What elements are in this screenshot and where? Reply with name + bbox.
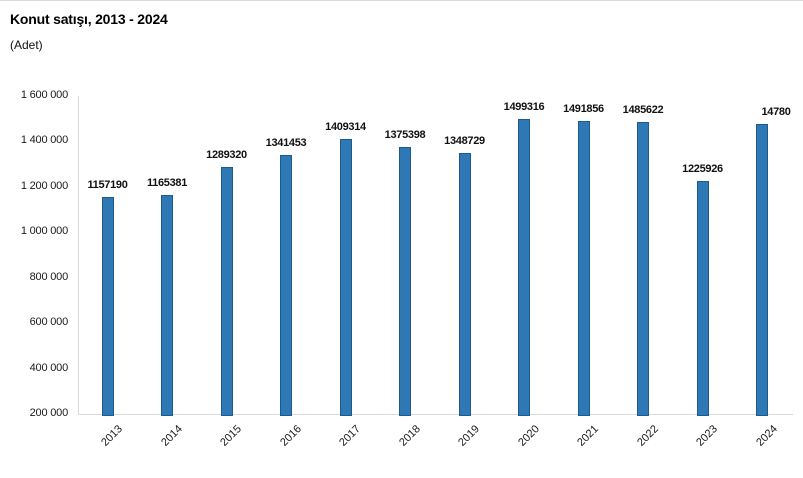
bar-value-label: 1409314 [325,121,366,134]
y-tick-label: 1 000 000 [20,225,68,238]
x-tick-label: 2023 [694,423,720,449]
bar-value-label: 1348729 [444,135,485,148]
bar-2024 [756,123,768,416]
bar-value-label: 1499316 [503,100,545,113]
y-tick-label: 1 600 000 [20,89,68,101]
x-tick-label: 2021 [575,423,601,449]
y-tick-label: 400 000 [29,361,69,374]
x-tick-label: 2019 [456,423,482,449]
bar-2023 [696,181,709,416]
bar-2015 [220,166,233,416]
y-tick-label: 800 000 [29,270,69,283]
x-tick-label: 2024 [753,423,780,449]
x-axis-line [78,414,793,415]
bar-value-label: 14780 [761,105,791,118]
bar-2017 [339,139,352,416]
bar-2019 [458,153,471,416]
bar-2021 [577,120,590,416]
bar-value-label: 1375398 [384,129,426,141]
y-axis-line [78,96,79,414]
x-tick-label: 2016 [277,423,304,449]
bar-value-label: 1165381 [146,176,188,189]
chart-unit-label: (Adet) [10,38,43,52]
x-tick-label: 2013 [99,423,125,449]
x-tick-label: 2017 [337,423,363,449]
bar-2016 [280,154,292,416]
y-tick-label: 200 000 [29,407,69,419]
bar-2020 [518,118,530,416]
bar-value-label: 1491856 [563,102,604,115]
x-tick-label: 2015 [218,423,244,449]
y-tick-label: 600 000 [29,316,69,329]
x-tick-label: 2014 [158,423,185,449]
bar-value-label: 1289320 [206,148,247,161]
y-tick-label: 1 400 000 [20,134,68,147]
y-tick-label: 1 200 000 [20,179,68,192]
bar-2022 [637,122,649,416]
x-tick-label: 2022 [634,423,661,449]
bar-value-label: 1225926 [682,163,723,175]
x-tick-label: 2018 [396,423,423,449]
x-tick-label: 2020 [515,423,542,449]
bar-2014 [161,194,173,416]
chart-title: Konut satışı, 2013 - 2024 [10,11,168,27]
bar-2013 [101,196,114,416]
bar-value-label: 1341453 [265,136,307,149]
bar-2018 [399,147,411,416]
bar-value-label: 1485622 [622,104,664,116]
bar-value-label: 1157190 [87,178,128,191]
